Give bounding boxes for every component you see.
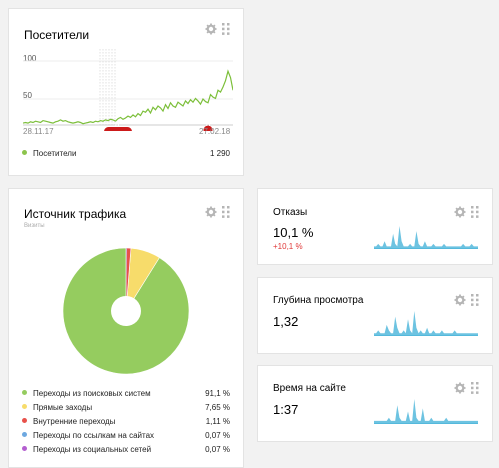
widget-title: Отказы [273,207,307,218]
gear-icon[interactable] [454,294,466,306]
legend-value: 91,1 % [205,388,230,400]
widget-subtitle: Визиты [24,223,45,229]
legend-dot [22,150,27,155]
sparkline-area [374,399,478,424]
legend-label: Прямые заходы [33,403,92,412]
sparkline-area [374,311,478,336]
drag-handle-icon[interactable] [471,382,479,394]
legend-value: 1,11 % [206,416,230,428]
x-tick-label: 27.02.18 [199,127,230,136]
bounce-sparkline [374,225,478,249]
gear-icon[interactable] [205,23,217,35]
holiday-marker-label: Н [115,122,119,128]
bounce-rate-widget: Отказы 10,1 % +10,1 % [257,188,493,265]
legend-dot [22,446,27,451]
traffic-source-widget: Источник трафика Визиты Переходы из поис… [8,188,244,468]
visitors-series-line [23,71,233,124]
page-depth-widget: Глубина просмотра 1,32 [257,277,493,354]
legend-entry: Посетители [22,149,76,158]
legend-entry: Переходы из социальных сетей [22,444,151,456]
metric-value: 1:37 [273,402,298,417]
depth-sparkline [374,310,478,336]
gear-icon[interactable] [454,206,466,218]
legend-label: Переходы из социальных сетей [33,445,151,454]
legend-value: 0,07 % [205,430,230,442]
drag-handle-icon[interactable] [222,206,230,218]
widget-title: Посетители [24,28,89,42]
legend-entry: Переходы по ссылкам на сайтах [22,430,154,442]
widget-title: Время на сайте [273,383,346,394]
widget-title: Источник трафика [24,207,126,221]
legend-label: Переходы из поисковых систем [33,389,151,398]
legend-value: 7,65 % [205,402,230,414]
traffic-donut-chart [61,246,191,376]
metric-value: 1,32 [273,314,298,329]
drag-handle-icon[interactable] [471,206,479,218]
gear-icon[interactable] [454,382,466,394]
legend-value: 0,07 % [205,444,230,456]
legend-value: 1 290 [210,149,230,158]
sparkline-area [374,226,478,249]
legend-dot [22,390,27,395]
time-on-site-widget: Время на сайте 1:37 [257,365,493,442]
time-sparkline [374,398,478,424]
weekend-band [100,49,115,125]
legend-dot [22,418,27,423]
widget-title: Глубина просмотра [273,295,363,306]
holiday-markers [104,126,213,132]
legend-entry: Переходы из поисковых систем [22,388,151,400]
metric-value: 10,1 % [273,225,313,240]
drag-handle-icon[interactable] [222,23,230,35]
gear-icon[interactable] [205,206,217,218]
legend-label: Внутренние переходы [33,417,115,426]
donut-hole [111,296,141,326]
legend-entry: Внутренние переходы [22,416,115,428]
legend-label: Переходы по ссылкам на сайтах [33,431,154,440]
legend-label: Посетители [33,149,76,158]
metric-delta: +10,1 % [273,242,303,251]
x-tick-label: 28.11.17 [23,127,54,136]
legend-dot [22,432,27,437]
visitors-line-chart [23,49,233,131]
drag-handle-icon[interactable] [471,294,479,306]
legend-entry: Прямые заходы [22,402,92,414]
legend-dot [22,404,27,409]
visitors-widget: Посетители 100 50 [8,8,244,176]
